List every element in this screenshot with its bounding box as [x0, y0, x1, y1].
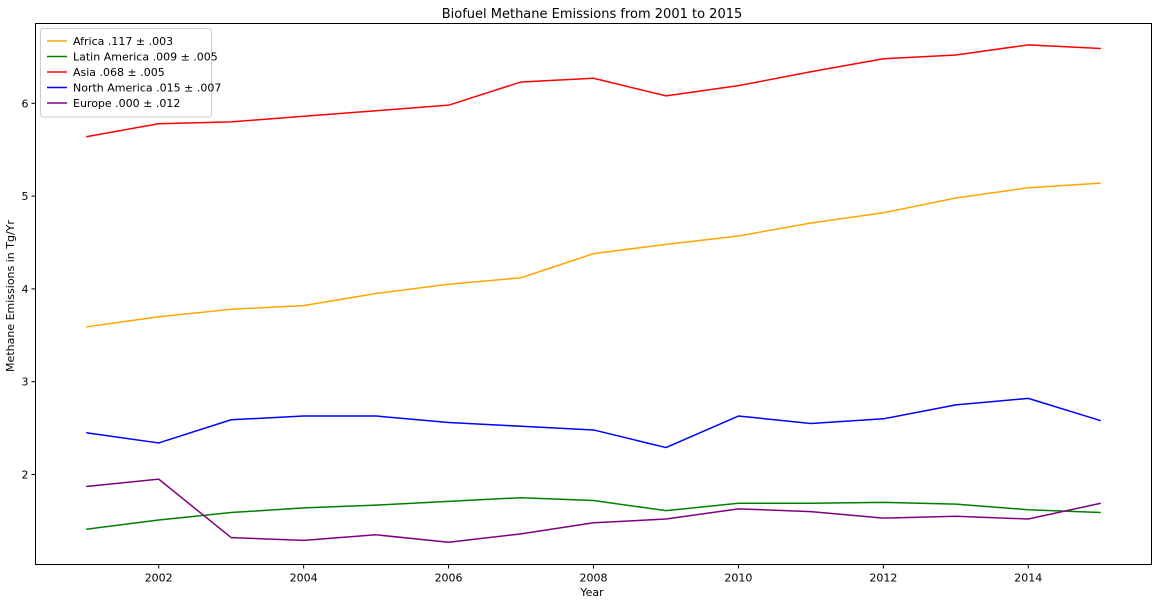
legend-label-2: Asia .068 ± .005	[73, 66, 165, 79]
y-tick-label: 3	[22, 376, 29, 389]
x-tick-label: 2010	[724, 572, 752, 585]
y-axis-ticks: 2 3 4 5 6	[22, 97, 36, 481]
legend-label-3: North America .015 ± .007	[73, 82, 221, 95]
y-tick-label: 2	[22, 468, 29, 481]
series-line-0	[86, 182, 1101, 328]
x-tick-label: 2008	[580, 572, 608, 585]
legend-box	[40, 28, 212, 118]
plot-area	[35, 23, 1152, 565]
series-line-4	[86, 478, 1101, 543]
x-axis-ticks: 2002 2004 2006 2008 2010 2012 2014	[145, 564, 1042, 585]
legend-label-0: Africa .117 ± .003	[73, 35, 173, 48]
legend-label-4: Europe .000 ± .012	[73, 97, 180, 110]
y-tick-label: 4	[22, 283, 29, 296]
series-line-1	[86, 496, 1101, 530]
x-tick-label: 2004	[290, 572, 318, 585]
series-layer	[86, 44, 1101, 543]
y-tick-label: 5	[22, 190, 29, 203]
y-tick-label: 6	[22, 97, 29, 110]
legend: Africa .117 ± .003 Latin America .009 ± .…	[40, 28, 221, 118]
y-axis-label: Methane Emissions in Tg/Yr	[4, 220, 17, 372]
legend-label-1: Latin America .009 ± .005	[73, 51, 218, 64]
x-tick-label: 2012	[869, 572, 897, 585]
chart-title: Biofuel Methane Emissions from 2001 to 2…	[442, 7, 743, 22]
series-line-2	[86, 44, 1101, 138]
series-line-3	[86, 397, 1101, 449]
x-tick-label: 2006	[435, 572, 463, 585]
x-axis-label: Year	[579, 586, 604, 599]
x-tick-label: 2014	[1014, 572, 1042, 585]
x-tick-label: 2002	[145, 572, 173, 585]
